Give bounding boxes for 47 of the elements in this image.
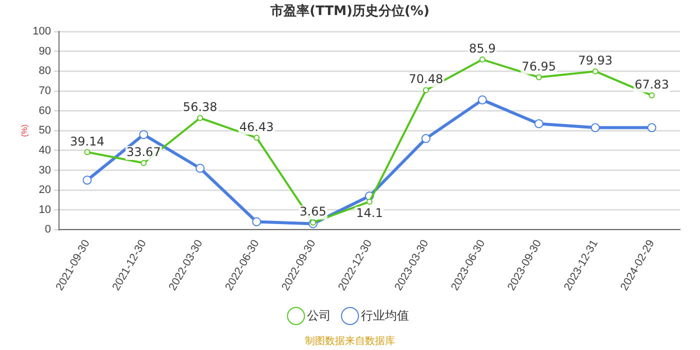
point [592, 68, 598, 74]
data-label: 46.43 [239, 120, 274, 134]
y-tick-label: 40 [38, 144, 51, 156]
data-label: 76.95 [522, 59, 556, 74]
point [534, 119, 544, 128]
point [536, 74, 542, 80]
data-label: 33.67 [126, 145, 161, 160]
y-tick-label: 90 [38, 45, 51, 58]
legend-label: 行业均值 [361, 308, 409, 322]
data-label: 67.83 [634, 77, 669, 92]
text: 制图数据来自数据库 [304, 334, 396, 348]
point [478, 95, 487, 104]
point [139, 130, 148, 140]
point [648, 92, 655, 98]
data-label: 3.65 [300, 204, 326, 219]
point [422, 87, 429, 94]
y-tick-label: 0 [44, 224, 51, 236]
point [590, 123, 600, 132]
y-tick-label: 30 [38, 164, 51, 176]
y-tick-label: 20 [38, 184, 51, 196]
y-axis-title: (%) [20, 124, 30, 137]
y-tick-label: 60 [38, 104, 51, 117]
point [197, 115, 204, 121]
y-tick-label: 50 [38, 124, 51, 137]
point [254, 134, 260, 141]
chart-title: 市盈率(TTM)历史分位(%) [270, 3, 430, 20]
data-label: 14.1 [356, 206, 383, 220]
point [82, 176, 92, 185]
data-label: 56.38 [182, 100, 218, 114]
point [479, 56, 486, 63]
data-label: 79.93 [578, 53, 612, 68]
data-label: 39.14 [70, 134, 104, 148]
point [196, 164, 205, 173]
y-tick-label: 70 [38, 85, 51, 98]
y-tick-label: 10 [38, 204, 51, 216]
point [366, 198, 372, 205]
data-label: 70.48 [408, 72, 444, 86]
legend-label: 公司 [307, 308, 331, 322]
data-label: 85.9 [469, 42, 496, 56]
point [140, 160, 147, 166]
point [252, 217, 262, 226]
y-tick-label: 80 [38, 65, 51, 78]
point [84, 149, 90, 156]
point [310, 219, 316, 226]
y-tick-label: 100 [32, 26, 51, 38]
point [421, 134, 430, 144]
point [647, 123, 656, 132]
